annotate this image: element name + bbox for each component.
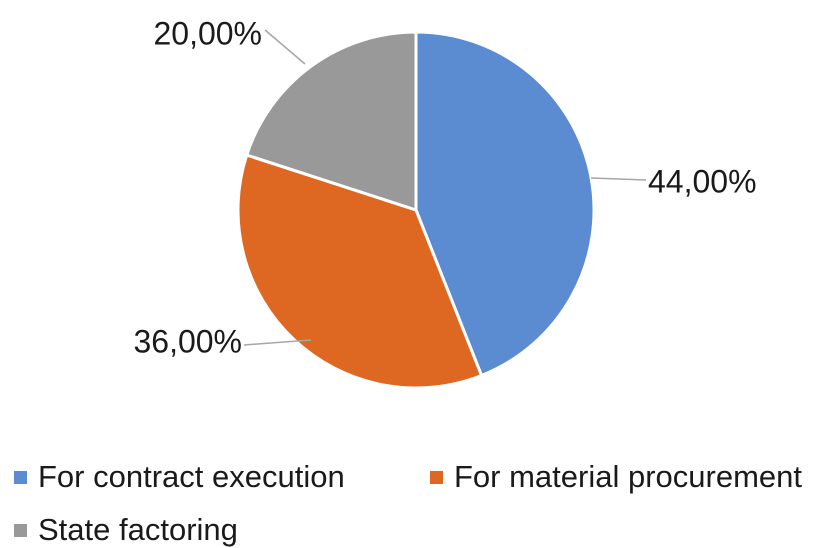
data-label-3: 20,00% [153,15,262,51]
legend-swatch [14,470,27,484]
legend-label: State factoring [38,512,238,547]
legend-swatch [430,470,443,484]
leader-line-3 [264,29,306,65]
legend-label: For contract execution [38,459,345,494]
pie-slice-1 [414,30,596,378]
legend-item-state-factoring: State factoring [14,512,238,548]
legend-item-material-procurement: For material procurement [430,459,802,495]
legend-swatch [14,523,27,537]
leader-line-1 [590,177,647,181]
pie-slice-3 [244,30,418,213]
pie-slice-2 [236,153,484,390]
leader-line-2 [243,339,312,346]
pie-slices [236,30,596,390]
legend-label: For material procurement [454,459,803,494]
data-label-2: 36,00% [133,323,242,359]
legend-item-contract-execution: For contract execution [14,459,345,495]
data-labels: 44,00% 36,00% 20,00% [133,15,756,359]
legend: For contract execution For material proc… [0,445,830,548]
leader-lines [243,29,647,346]
data-label-1: 44,00% [648,163,757,199]
